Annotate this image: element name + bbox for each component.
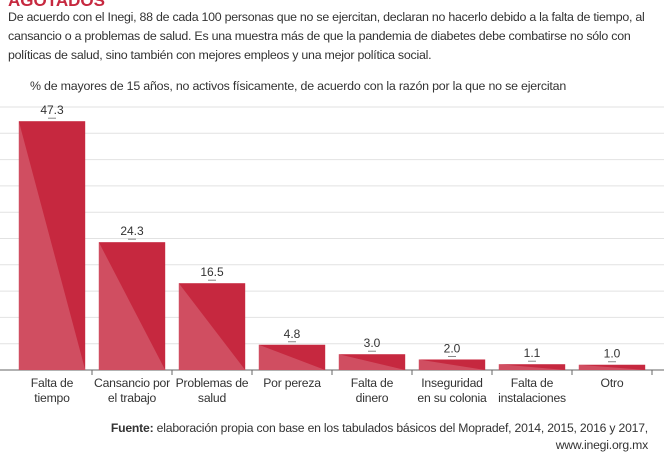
bar bbox=[18, 121, 86, 371]
bar bbox=[338, 354, 406, 370]
x-tick-label: Falta de instalaciones bbox=[498, 376, 566, 405]
value-label: 2.0 bbox=[444, 341, 461, 355]
x-tick-label: Cansancio por el trabajo bbox=[94, 376, 170, 405]
subtitle: % de mayores de 15 años, no activos físi… bbox=[30, 79, 567, 93]
source: Fuente: elaboración propia con base en l… bbox=[111, 420, 648, 454]
value-label: 4.8 bbox=[284, 327, 301, 341]
bar bbox=[258, 344, 326, 370]
source-url: www.inegi.org.mx bbox=[555, 438, 649, 452]
bar-shade bbox=[258, 344, 326, 370]
x-tick-label: Inseguridad en su colonia bbox=[417, 376, 487, 405]
value-label: 47.3 bbox=[40, 103, 64, 117]
x-tick-label: Falta de dinero bbox=[350, 376, 394, 405]
x-tick-label: Problemas de salud bbox=[175, 376, 249, 405]
description: De acuerdo con el Inegi, 88 de cada 100 … bbox=[8, 10, 645, 62]
bar bbox=[98, 242, 166, 370]
value-label: 1.1 bbox=[524, 346, 541, 360]
x-tick-label: Por pereza bbox=[263, 376, 321, 390]
bar bbox=[498, 364, 566, 370]
bar bbox=[178, 283, 246, 370]
value-label: 1.0 bbox=[604, 347, 621, 361]
value-label: 3.0 bbox=[364, 336, 381, 350]
value-label: 16.5 bbox=[200, 265, 224, 279]
bar-shade bbox=[418, 359, 486, 370]
bar-shade bbox=[98, 242, 166, 370]
bar-shade bbox=[578, 364, 646, 370]
x-tick-label: Otro bbox=[600, 376, 624, 390]
x-tick-label: Falta de tiempo bbox=[30, 376, 74, 405]
value-label: 24.3 bbox=[120, 224, 144, 238]
bar-shade bbox=[18, 121, 86, 371]
source-label: Fuente: bbox=[110, 421, 154, 435]
bar-shade bbox=[338, 354, 406, 370]
bar-shade bbox=[498, 364, 566, 370]
source-text: elaboración propia con base en los tabul… bbox=[156, 421, 649, 435]
bar bbox=[418, 359, 486, 370]
bar-shade bbox=[178, 283, 246, 370]
chart-title: AGOTADOS bbox=[8, 0, 105, 10]
bar bbox=[578, 364, 646, 370]
